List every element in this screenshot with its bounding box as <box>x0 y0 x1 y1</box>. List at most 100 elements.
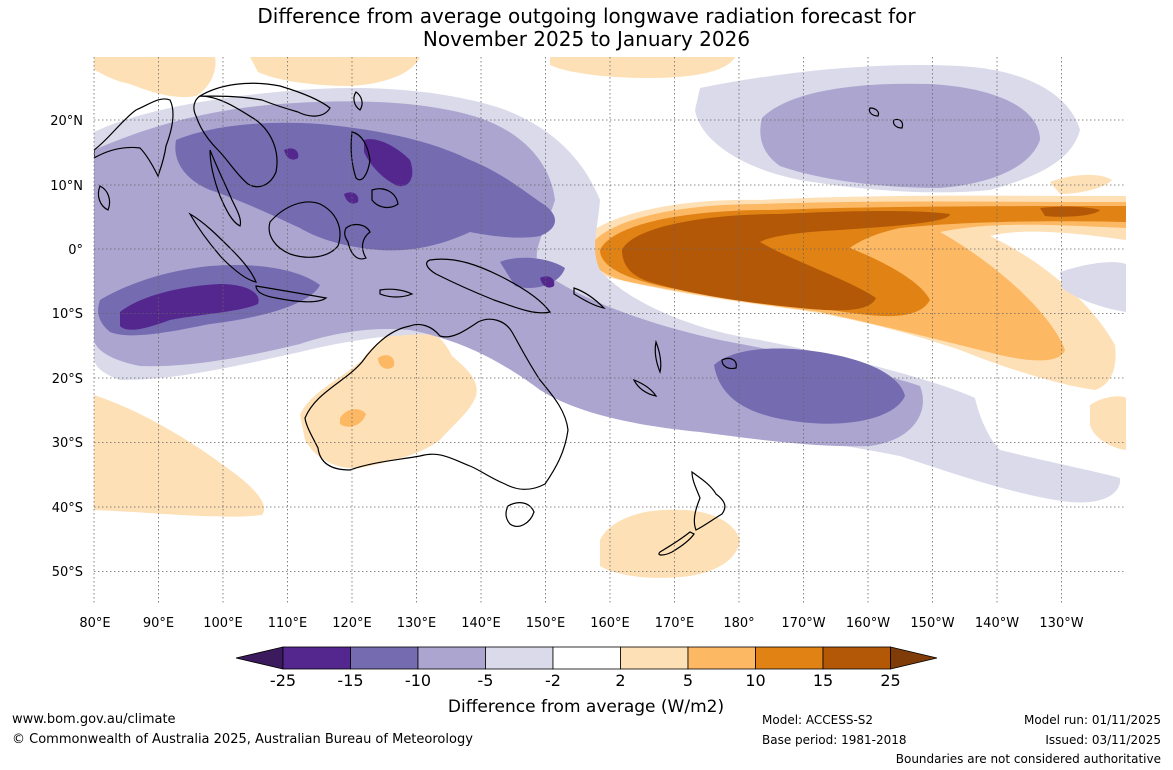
colorbar-tick-label: 15 <box>813 671 833 690</box>
lon-label: 170°W <box>781 616 825 631</box>
coastline-malay-peninsula <box>209 149 242 227</box>
lon-label: 170°E <box>655 616 695 631</box>
coastline-taiwan <box>353 91 363 111</box>
anomaly-region-philippines-15 <box>364 139 413 187</box>
lat-label: 10°N <box>50 179 83 194</box>
colorbar-right-arrow <box>890 646 938 670</box>
anomaly-region-australia-warm-5a <box>340 409 366 427</box>
graticule <box>93 57 1126 605</box>
anomaly-region-borneo-15 <box>344 192 359 204</box>
lon-label: 120°E <box>332 616 372 631</box>
anomaly-region-australia-warm-5b <box>378 355 395 369</box>
colorbar-tick-label: -10 <box>405 671 431 690</box>
lon-label: 80°E <box>79 616 110 631</box>
lon-label: 100°E <box>203 616 243 631</box>
colorbar-swatch <box>350 646 419 670</box>
coastline-fiji <box>721 357 737 370</box>
lat-label: 0° <box>68 243 83 258</box>
lon-label: 150°W <box>910 616 954 631</box>
lon-label: 130°E <box>397 616 437 631</box>
colorbar-swatch <box>552 646 621 670</box>
colorbar-swatch <box>620 646 689 670</box>
colorbar-left-arrow <box>235 646 284 670</box>
coastline-south-china <box>197 82 331 117</box>
colorbar-swatch <box>282 646 351 670</box>
anomaly-region-australia-warm <box>300 327 477 469</box>
coastline-new-guinea <box>426 258 551 314</box>
coastline-borneo <box>268 201 341 258</box>
colorbar-swatch <box>822 646 891 670</box>
anomaly-region-new-zealand-warm <box>600 509 740 578</box>
lat-label: 50°S <box>52 565 83 580</box>
anomaly-region-south-asia-warm <box>94 57 216 98</box>
lat-label: 30°S <box>52 436 83 451</box>
lat-label: 40°S <box>52 501 83 516</box>
anomaly-region-hawaii-5 <box>760 83 1040 188</box>
coastline-java <box>255 285 328 303</box>
coastline-tasmania <box>505 502 535 527</box>
colorbar-tick-label: 2 <box>615 671 625 690</box>
anomaly-region-spcz-10 <box>714 348 905 424</box>
anomaly-region-maritime-continent-10 <box>175 122 555 251</box>
colorbar-title: Difference from average (W/m2) <box>448 697 724 717</box>
lon-label: 110°E <box>268 616 308 631</box>
anomaly-region-indian-ocean-15 <box>120 284 259 330</box>
lon-label: 90°E <box>143 616 174 631</box>
footer-model-run: Model run: 01/11/2025 <box>1023 713 1161 727</box>
coastline-timor <box>379 288 414 298</box>
anomaly-region-maritime-continent-15 <box>284 148 299 160</box>
colorbar-tick-label: -15 <box>337 671 363 690</box>
coastline-sri-lanka <box>97 185 111 211</box>
coastline-australia <box>304 318 569 490</box>
colorbar-swatch <box>417 646 486 670</box>
anomaly-region-north-pacific-warm <box>250 57 420 86</box>
lat-label: 10°S <box>52 307 83 322</box>
colorbar-tick-label: -2 <box>545 671 561 690</box>
anomaly-region-east-pacific-2 <box>1060 262 1126 312</box>
coastline-new-caledonia <box>632 378 658 397</box>
coastline-india <box>94 98 174 178</box>
colorbar-tick-label: -5 <box>478 671 494 690</box>
coastline-hawaii-islands <box>868 107 880 117</box>
footer-issued: Issued: 03/11/2025 <box>1045 733 1161 747</box>
lon-label: 160°W <box>846 616 890 631</box>
coastline-new-zealand-south <box>658 531 695 556</box>
colorbar-swatch <box>687 646 756 670</box>
lon-label: 140°E <box>461 616 501 631</box>
lat-label: 20°N <box>50 114 83 129</box>
colorbar-tick-label: 25 <box>880 671 900 690</box>
coastline-indochina <box>193 95 278 188</box>
colorbar <box>235 646 938 670</box>
map-title-line-1: Difference from average outgoing longwav… <box>257 4 916 28</box>
coastline-vanuatu <box>654 339 662 374</box>
lon-label: 160°E <box>590 616 630 631</box>
lon-label: 130°W <box>1039 616 1083 631</box>
map-title-line-2: November 2025 to January 2026 <box>422 27 751 51</box>
anomaly-region-pacific-15b <box>1040 206 1100 217</box>
colorbar-swatch <box>755 646 824 670</box>
anomaly-region-new-guinea-15 <box>540 276 555 288</box>
footer-boundaries-note: Boundaries are not considered authoritat… <box>895 752 1161 766</box>
colorbar-tick-label: 5 <box>683 671 693 690</box>
lon-label: 180° <box>723 616 754 631</box>
anomaly-region-north-pacific-warm-2 <box>550 57 735 78</box>
lon-label: 140°W <box>975 616 1019 631</box>
footer-base-period: Base period: 1981-2018 <box>762 733 907 747</box>
coastline-sumatra <box>188 212 257 283</box>
anomaly-region-east-pacific-warm <box>1090 396 1126 450</box>
footer-copyright: © Commonwealth of Australia 2025, Austra… <box>12 732 473 747</box>
coastline-sulawesi <box>344 223 371 260</box>
lat-label: 20°S <box>52 372 83 387</box>
lon-label: 150°E <box>526 616 566 631</box>
footer-model: Model: ACCESS-S2 <box>762 713 874 727</box>
coastline-philippines-mindanao <box>371 188 399 209</box>
anomaly-region-hawaii-warm <box>1050 174 1112 194</box>
anomaly-region-pacific-15 <box>622 211 950 311</box>
footer-website: www.bom.gov.au/climate <box>12 712 176 727</box>
colorbar-tick-label: 10 <box>745 671 765 690</box>
colorbar-swatch <box>485 646 554 670</box>
colorbar-tick-label: -25 <box>270 671 296 690</box>
coastline-solomons <box>573 287 606 309</box>
coastline-new-zealand-north <box>691 470 726 531</box>
